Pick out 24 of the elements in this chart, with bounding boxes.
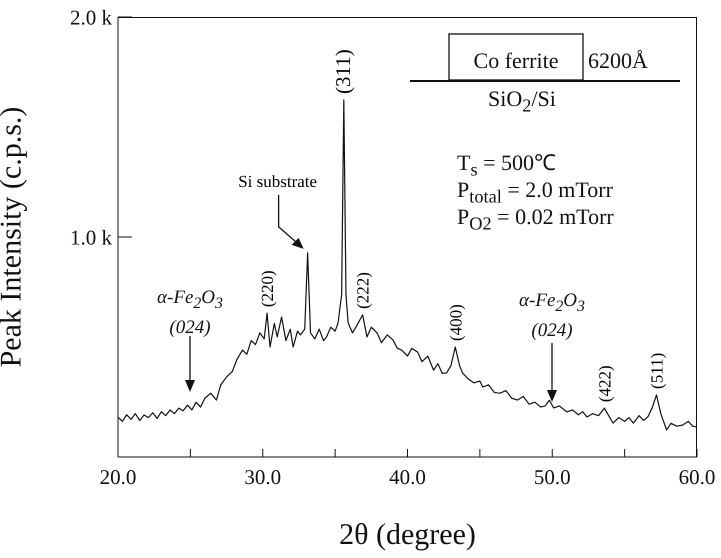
annotation: 6200Å	[588, 48, 648, 74]
y-axis-title: Peak Intensity (c.p.s.)	[0, 106, 28, 368]
y-tick-label: 2.0 k	[70, 5, 112, 30]
annotation: T$_{s}$ = 500℃	[457, 150, 556, 180]
annotation: Si substrate	[238, 172, 318, 191]
annotation: Co ferrite	[472, 48, 560, 74]
annotation: α-Fe$_{2}$O$_{3}$ (024)	[156, 286, 224, 340]
annotation: (511)	[647, 352, 666, 389]
annotation: (422)	[595, 365, 614, 402]
x-axis-title: 2θ (degree)	[339, 518, 476, 551]
annotation: P$_{total}$ = 2.0 mTorr	[457, 177, 613, 206]
annotation: α-Fe$_{2}$O$_{3}$ (024)	[518, 289, 586, 343]
x-tick-label: 60.0	[678, 464, 716, 489]
x-tick-label: 20.0	[100, 464, 136, 489]
annotation: (222)	[354, 272, 373, 309]
annotation: P$_{O2}$ = 0.02 mTorr	[457, 204, 614, 236]
x-tick-label: 30.0	[244, 464, 282, 489]
x-tick-label: 50.0	[534, 464, 571, 489]
annotation: SiO$_{2}$/Si	[488, 86, 556, 118]
annotation: (311)	[330, 49, 355, 94]
annotation: (400)	[446, 304, 466, 341]
annotation: (220)	[258, 270, 278, 308]
y-tick-label: 1.0 k	[70, 225, 112, 250]
x-tick-label: 40.0	[389, 464, 426, 489]
